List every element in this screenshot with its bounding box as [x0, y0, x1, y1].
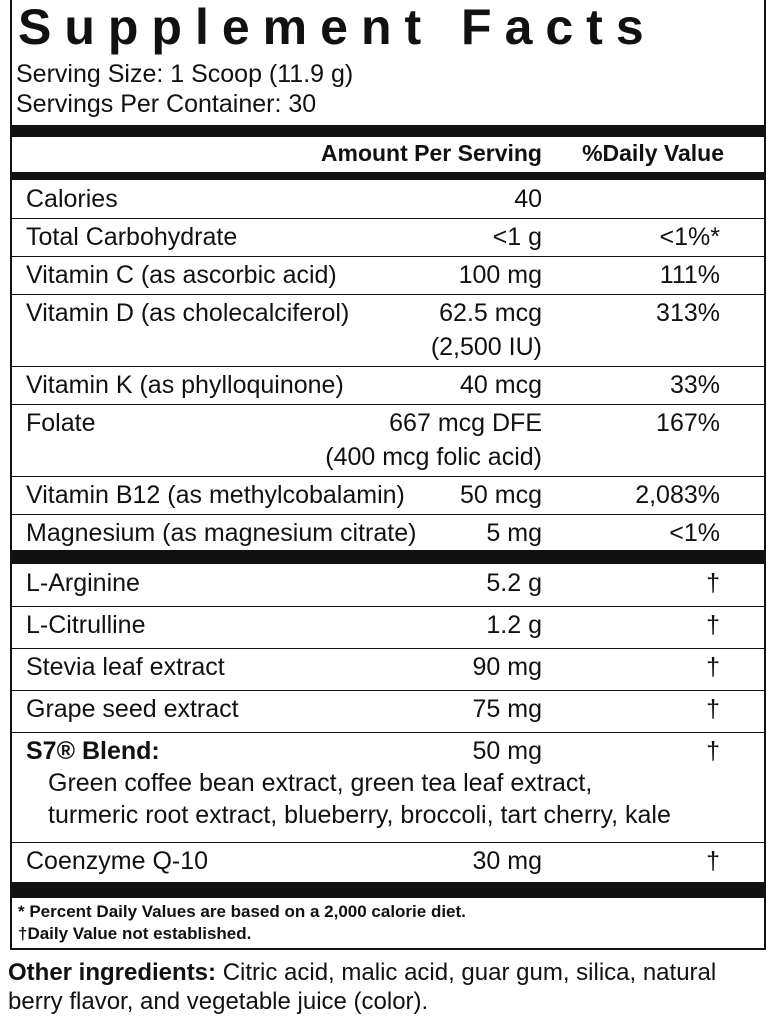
daily-value: 167%	[656, 409, 720, 437]
amount-header: Amount Per Serving	[320, 140, 542, 166]
daily-value: †	[706, 847, 720, 875]
other-ingredients: Other ingredients: Citric acid, malic ac…	[8, 958, 748, 1016]
amount: 50 mg	[472, 737, 542, 765]
nutrient-row: Total Carbohydrate <1 g <1%*	[12, 218, 764, 257]
daily-value: †	[706, 737, 720, 765]
nutrient-row: Vitamin D (as cholecalciferol) 62.5 mcg (2…	[12, 294, 764, 367]
daily-value: †	[706, 653, 720, 681]
nutrient-name: Folate	[26, 409, 96, 437]
nutrient-row: S7® Blend: 50 mg † Green coffee bean extrac…	[12, 732, 764, 843]
nutrient-row: Vitamin K (as phylloquinone) 40 mcg 33%	[12, 366, 764, 405]
serving-size: Serving Size: 1 Scoop (11.9 g)	[16, 60, 354, 88]
nutrient-name: Vitamin D (as cholecalciferol)	[26, 299, 350, 327]
daily-value: 313%	[656, 299, 720, 327]
nutrient-name: Vitamin B12 (as methylcobalamin)	[26, 481, 405, 509]
nutrient-name: Vitamin K (as phylloquinone)	[26, 371, 344, 399]
servings-per-container: Servings Per Container: 30	[16, 90, 317, 118]
nutrient-name: Calories	[26, 185, 118, 213]
daily-value: 2,083%	[635, 481, 720, 509]
nutrient-row: Vitamin B12 (as methylcobalamin) 50 mcg 2,…	[12, 476, 764, 515]
amount-note: (2,500 IU)	[430, 333, 542, 361]
nutrient-row: Vitamin C (as ascorbic acid) 100 mg 111%	[12, 256, 764, 295]
nutrient-name: L-Citrulline	[26, 611, 146, 639]
nutrient-row: Folate 667 mcg DFE (400 mcg folic acid) 167…	[12, 404, 764, 477]
nutrient-name: Stevia leaf extract	[26, 653, 225, 681]
amount: 30 mg	[472, 847, 542, 875]
daily-value: <1%	[669, 519, 720, 547]
amount: 5.2 g	[486, 569, 542, 597]
amount: 5 mg	[486, 519, 542, 547]
divider	[12, 882, 764, 898]
nutrient-name: Coenzyme Q-10	[26, 847, 209, 875]
amount: 75 mg	[472, 695, 542, 723]
divider	[12, 172, 764, 180]
nutrient-name: Total Carbohydrate	[26, 223, 238, 251]
amount: <1 g	[492, 223, 542, 251]
nutrient-name: Magnesium (as magnesium citrate)	[26, 519, 417, 547]
amount: 62.5 mcg	[439, 299, 542, 327]
amount: 40	[514, 185, 542, 213]
facts-panel: Supplement Facts Serving Size: 1 Scoop (…	[10, 0, 766, 950]
blend-detail: turmeric root extract, blueberry, brocco…	[48, 801, 671, 829]
amount: 100 mg	[458, 261, 542, 289]
daily-value: <1%*	[659, 223, 720, 251]
daily-value: 33%	[669, 371, 720, 399]
amount: 40 mcg	[460, 371, 542, 399]
daily-value: †	[706, 695, 720, 723]
blend-detail: Green coffee bean extract, green tea lea…	[48, 769, 593, 797]
other-text: Citric acid, malic acid, guar gum, silic…	[8, 959, 717, 1015]
amount-note: (400 mcg folic acid)	[325, 443, 542, 471]
nutrient-row: L-Arginine 5.2 g †	[12, 564, 764, 607]
nutrient-row: Coenzyme Q-10 30 mg †	[12, 842, 764, 885]
amount: 90 mg	[472, 653, 542, 681]
footnote: †Daily Value not established.	[18, 924, 252, 943]
nutrient-row: Stevia leaf extract 90 mg †	[12, 648, 764, 691]
nutrient-row: Grape seed extract 75 mg †	[12, 690, 764, 733]
nutrient-row: L-Citrulline 1.2 g †	[12, 606, 764, 649]
nutrient-name: Vitamin C (as ascorbic acid)	[26, 261, 337, 289]
dv-header: %Daily Value	[582, 140, 724, 166]
amount: 1.2 g	[486, 611, 542, 639]
amount: 50 mcg	[460, 481, 542, 509]
nutrient-row: Calories 40	[12, 180, 764, 219]
daily-value: †	[706, 611, 720, 639]
nutrient-name: L-Arginine	[26, 569, 140, 597]
title: Supplement Facts	[18, 0, 657, 55]
footnote: * Percent Daily Values are based on a 2,…	[18, 902, 466, 921]
daily-value: 111%	[659, 261, 720, 289]
nutrient-name: S7® Blend:	[26, 737, 160, 765]
divider	[12, 125, 764, 137]
amount: 667 mcg DFE	[389, 409, 542, 437]
other-label: Other ingredients:	[8, 959, 217, 986]
daily-value: †	[706, 569, 720, 597]
divider	[12, 550, 764, 564]
nutrient-row: Magnesium (as magnesium citrate) 5 mg <1%	[12, 514, 764, 553]
nutrient-name: Grape seed extract	[26, 695, 239, 723]
